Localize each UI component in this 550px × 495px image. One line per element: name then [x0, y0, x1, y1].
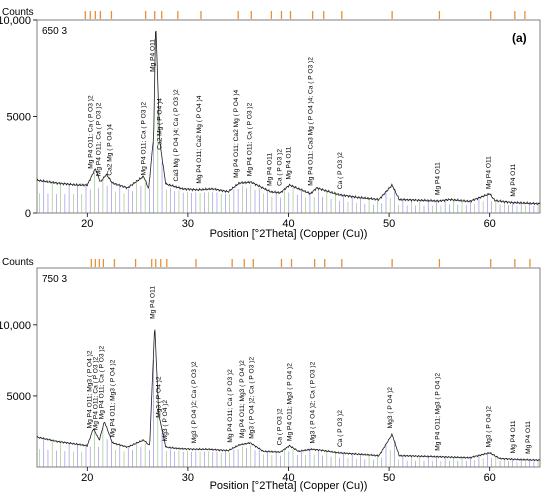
x-tick-label: 40	[282, 218, 294, 230]
x-tick-label: 20	[81, 472, 93, 484]
peak-label: Mg P4 O11	[510, 420, 517, 453]
peak-label: Mg P4 O11; Ca2 Mg ( P O4 )4	[196, 95, 203, 183]
x-tick-label: 60	[484, 218, 496, 230]
x-tick-label: 50	[383, 218, 395, 230]
y-axis-label: Counts	[2, 257, 34, 268]
x-tick-label: 50	[383, 472, 395, 484]
y-tick-label: 5000	[7, 112, 31, 124]
peak-label: Mg P4 O11	[286, 146, 293, 179]
peak-label: Mg P4 O11; Ca ( P O3 )2	[98, 345, 105, 419]
peak-label: Ca ( P O3 )2	[276, 408, 283, 445]
x-tick-label: 30	[182, 218, 194, 230]
peak-label: Ca3 Mg ( P O4 )4; Ca ( P O3 )2	[173, 89, 180, 181]
peak-label: Mg3 ( P O4 )2; Ca ( P O3 )2	[310, 361, 317, 443]
peak-label: Mg3 ( P O4 )2	[486, 406, 493, 448]
reference-sticks	[39, 359, 539, 467]
peak-label: Mg P4 O11	[525, 421, 532, 454]
sample-label: 750 3	[42, 274, 67, 285]
x-tick-label: 40	[282, 472, 294, 484]
peak-label: Mg P4 O11; Ca ( P O3 )2	[227, 369, 234, 443]
peak-label: Mg3 ( P O4 )2	[387, 387, 394, 429]
peak-label: Ca2 Mg ( P O4 )4	[157, 98, 164, 150]
peak-label: Mg P4 O11; Mg3 ( P O4 )2	[287, 363, 294, 441]
peak-label: Mg P4 O11	[486, 156, 493, 189]
plot-frame	[36, 19, 541, 214]
peak-label: Mg P4 O11; Ca2 Mg ( P O4 )4	[233, 89, 240, 177]
y-tick-label: 10,000	[0, 320, 31, 332]
peak-label: Mg P4 O11; Ca ( P O3 )2	[95, 102, 102, 176]
diffraction-trace	[36, 30, 541, 206]
peak-label: Mg3 ( P O4 )2	[162, 400, 169, 442]
peak-label: Ca ( P O3 )2	[276, 149, 283, 186]
peak-label: Ca2 Mg ( P O4 )4	[106, 124, 113, 176]
peak-label: Mg P4 O11	[266, 153, 273, 186]
peak-label: Mg P4 O11	[510, 163, 517, 196]
peak-label: Mg P4 O11; Mg3 ( P O4 )2	[86, 350, 93, 428]
y-axis-label: Counts	[2, 7, 34, 18]
panel-b: 20 30 40 50 60 5000 10,000 Counts Position [°2Th…	[0, 257, 541, 492]
sample-label: 650 3	[42, 26, 67, 37]
plot-frame	[36, 267, 541, 468]
peak-label: Mg P4 O11; Ca3 Mg ( P O4 )4; Ca ( P O3 )…	[308, 57, 315, 186]
peak-label: Ca ( P O3 )2	[337, 410, 344, 447]
diffraction-trace	[36, 329, 541, 462]
peak-label: Mg3 ( P O4 )2; Ca ( P O3 )2	[191, 361, 198, 443]
reference-sticks	[39, 109, 539, 213]
x-axis-label: Position [°2Theta] (Copper (Cu))	[210, 480, 368, 492]
peak-label: Mg P4 O11; Ca ( P O3 )2	[246, 102, 253, 176]
peak-label: Mg3 ( P O4 )2	[156, 376, 163, 418]
reference-markers	[90, 259, 531, 267]
panel-label: (a)	[512, 31, 527, 45]
x-tick-label: 30	[182, 472, 194, 484]
peak-label: Ca ( P O3 )2	[337, 152, 344, 189]
y-tick-label: 0	[25, 208, 31, 220]
reference-markers	[84, 11, 526, 19]
peak-label: Mg P4 O11; Mg3 ( P O4 )2	[434, 373, 441, 451]
peak-label: Mg P4 O11	[434, 162, 441, 195]
y-tick-label: 10,000	[0, 15, 31, 27]
x-axis-label: Position [°2Theta] (Copper (Cu))	[210, 228, 368, 240]
peak-label: Mg P4 O11; Ca ( P O3 )2	[141, 102, 148, 176]
y-tick-label: 5000	[7, 391, 31, 403]
peak-label: Mg P4 O11; Ca ( P O3 )2	[87, 95, 94, 169]
peak-label: Mg P4 O11; Ca ( P O3 )2	[92, 356, 99, 430]
peak-label: Mg P4 O11	[150, 286, 157, 319]
peak-label: Mg P4 O11	[150, 39, 157, 72]
peak-label: Mg P4 O11; Mg3 ( P O4 )2	[239, 360, 246, 438]
x-tick-label: 60	[484, 472, 496, 484]
peak-label: Mg3 ( P O4 )2; Ca ( P O3 )2	[248, 357, 255, 439]
x-tick-label: 20	[81, 218, 93, 230]
peak-label: Mg P4 O11; Mg3 ( P O4 )2	[109, 359, 116, 437]
